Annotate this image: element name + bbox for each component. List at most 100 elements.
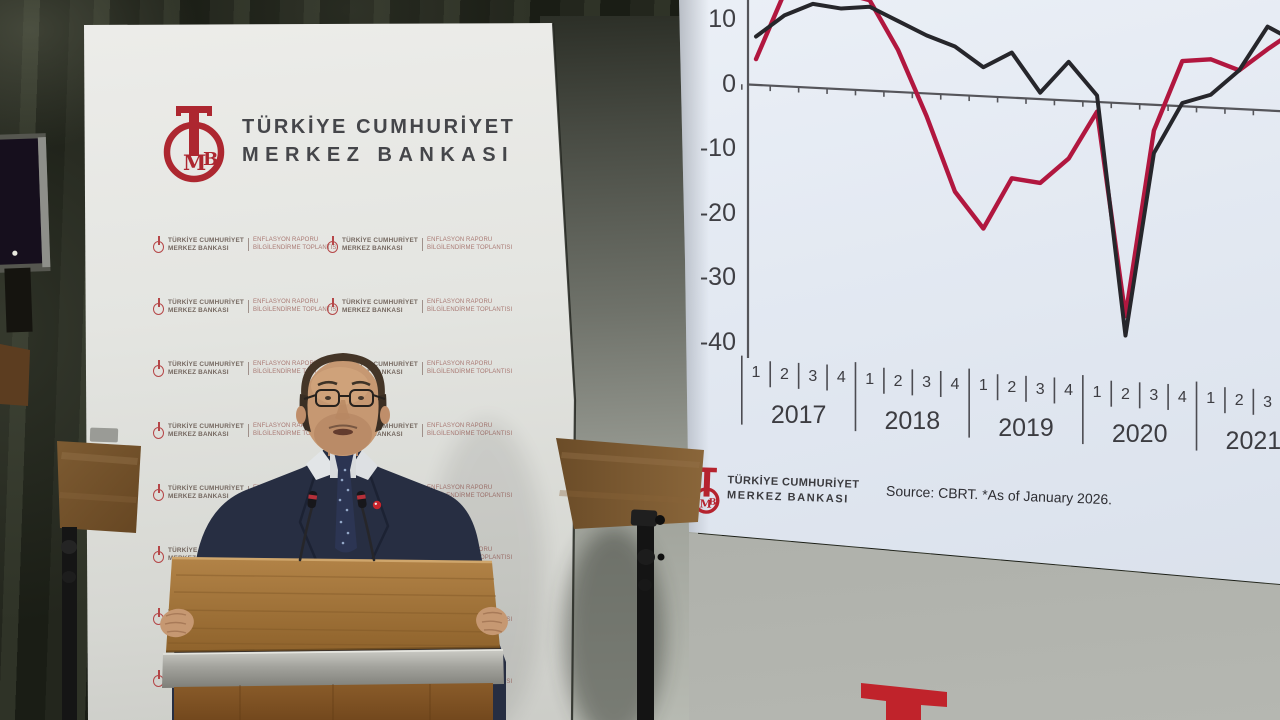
pattern-brand-text: TÜRKİYE CUMHURİYET MERKEZ BANKASI bbox=[342, 485, 419, 500]
x-axis-quarter-label: 4 bbox=[1064, 382, 1074, 400]
x-axis-quarter-label: 3 bbox=[1263, 393, 1273, 411]
x-axis-quarter-label: 3 bbox=[1035, 380, 1045, 398]
pattern-event-text: ENFLASYON RAPORU BİLGİLENDİRME TOPLANTISI bbox=[253, 237, 339, 251]
pattern-brand-text: TÜRKİYE CUMHURİYET MERKEZ BANKASI bbox=[168, 609, 245, 624]
x-axis-year-label: 2020 bbox=[1111, 420, 1168, 449]
pattern-event-text: ENFLASYON RAPORU BİLGİLENDİRME TOPLANTISI bbox=[427, 485, 513, 499]
pattern-brand-text: TÜRKİYE CUMHURİYET MERKEZ BANKASI bbox=[342, 671, 419, 686]
tcmb-emblem-icon: M B bbox=[163, 106, 225, 183]
x-axis-quarter-label: 1 bbox=[751, 364, 761, 382]
tcmb-mini-emblem-icon bbox=[153, 670, 165, 687]
red-series-line bbox=[753, 0, 1280, 319]
x-axis-quarter-label: 3 bbox=[808, 367, 818, 385]
tcmb-mini-emblem-icon bbox=[153, 608, 165, 625]
backdrop-pattern-unit: TÜRKİYE CUMHURİYET MERKEZ BANKASI ENFLASYO… bbox=[153, 607, 338, 626]
tcmb-mini-emblem-icon bbox=[153, 546, 165, 563]
x-axis-year-label: 2021 bbox=[1225, 426, 1280, 455]
tcmb-mini-emblem-icon bbox=[327, 484, 339, 501]
x-axis-quarter-label: 2 bbox=[1007, 379, 1017, 397]
pattern-event-text: ENFLASYON RAPORU BİLGİLENDİRME TOPLANTISI bbox=[427, 547, 513, 561]
pattern-brand-text: TÜRKİYE CUMHURİYET MERKEZ BANKASI bbox=[168, 361, 245, 376]
x-axis-quarter-label: 1 bbox=[1206, 390, 1216, 408]
svg-text:M: M bbox=[183, 150, 206, 175]
x-axis-year-label: 2019 bbox=[998, 413, 1054, 442]
tcmb-mini-emblem-icon bbox=[153, 422, 165, 439]
pattern-event-text: ENFLASYON RAPORU BİLGİLENDİRME TOPLANTISI bbox=[427, 671, 513, 685]
y-axis-tick-label: -30 bbox=[699, 263, 736, 291]
pattern-brand-text: TÜRKİYE CUMHURİYET MERKEZ BANKASI bbox=[342, 361, 419, 376]
backdrop-pattern-unit: TÜRKİYE CUMHURİYET MERKEZ BANKASI ENFLASYO… bbox=[153, 545, 338, 564]
pattern-brand-text: TÜRKİYE CUMHURİYET MERKEZ BANKASI bbox=[342, 423, 419, 438]
pattern-event-text: ENFLASYON RAPORU BİLGİLENDİRME TOPLANTISI bbox=[253, 361, 339, 375]
black-series-line bbox=[754, 1, 1280, 338]
backdrop-pattern-unit: TÜRKİYE CUMHURİYET MERKEZ BANKASI ENFLASYO… bbox=[153, 483, 338, 502]
tcmb-mini-emblem-icon bbox=[327, 546, 339, 563]
x-axis-quarter-label: 1 bbox=[865, 370, 875, 388]
x-axis-quarter-label: 3 bbox=[1149, 387, 1159, 405]
backdrop-pattern-unit: TÜRKİYE CUMHURİYET MERKEZ BANKASI ENFLASYO… bbox=[327, 545, 512, 564]
tcmb-mini-emblem-icon bbox=[327, 236, 339, 253]
tcmb-mini-emblem-icon bbox=[327, 422, 339, 439]
svg-text:B: B bbox=[203, 149, 218, 170]
pattern-brand-text: TÜRKİYE CUMHURİYET MERKEZ BANKASI bbox=[342, 609, 419, 624]
pattern-brand-text: TÜRKİYE CUMHURİYET MERKEZ BANKASI bbox=[168, 547, 245, 562]
pattern-event-text: ENFLASYON RAPORU BİLGİLENDİRME TOPLANTISI bbox=[427, 361, 513, 375]
pattern-brand-text: TÜRKİYE CUMHURİYET MERKEZ BANKASI bbox=[168, 299, 245, 314]
y-axis-tick-label: 0 bbox=[722, 69, 736, 98]
tcmb-mini-emblem-icon bbox=[327, 360, 339, 377]
backdrop-pattern-unit: TÜRKİYE CUMHURİYET MERKEZ BANKASI ENFLASYO… bbox=[327, 235, 512, 254]
x-axis-year-label: 2018 bbox=[884, 407, 941, 436]
x-axis-quarter-label: 4 bbox=[1177, 388, 1187, 406]
x-axis-quarter-label: 4 bbox=[836, 369, 846, 387]
y-axis-tick-label: -10 bbox=[699, 134, 736, 162]
tcmb-mini-emblem-icon bbox=[327, 298, 339, 315]
svg-text:B: B bbox=[709, 498, 717, 508]
pattern-brand-text: TÜRKİYE CUMHURİYET MERKEZ BANKASI bbox=[168, 671, 245, 686]
slide-tcmb-emblem-icon: M B bbox=[693, 467, 720, 514]
pattern-event-text: ENFLASYON RAPORU BİLGİLENDİRME TOPLANTISI bbox=[253, 423, 339, 437]
y-axis-tick-label: -20 bbox=[699, 198, 736, 227]
backdrop-pattern-unit: TÜRKİYE CUMHURİYET MERKEZ BANKASI ENFLASYO… bbox=[327, 483, 512, 502]
pattern-event-text: ENFLASYON RAPORU BİLGİLENDİRME TOPLANTISI bbox=[427, 609, 513, 623]
backdrop-pattern-unit: TÜRKİYE CUMHURİYET MERKEZ BANKASI ENFLASYO… bbox=[153, 669, 338, 688]
tcmb-mini-emblem-icon bbox=[153, 360, 165, 377]
backdrop-pattern-unit: TÜRKİYE CUMHURİYET MERKEZ BANKASI ENFLASYO… bbox=[327, 297, 512, 316]
pattern-brand-text: TÜRKİYE CUMHURİYET MERKEZ BANKASI bbox=[168, 485, 245, 500]
pattern-event-text: ENFLASYON RAPORU BİLGİLENDİRME TOPLANTISI bbox=[253, 547, 339, 561]
x-axis-quarter-label: 1 bbox=[978, 377, 988, 395]
x-axis-quarter-label: 3 bbox=[922, 374, 931, 392]
x-axis-quarter-label: 2 bbox=[893, 372, 903, 390]
pattern-event-text: ENFLASYON RAPORU BİLGİLENDİRME TOPLANTISI bbox=[427, 237, 513, 251]
pattern-event-text: ENFLASYON RAPORU BİLGİLENDİRME TOPLANTISI bbox=[253, 299, 339, 313]
tcmb-mini-emblem-icon bbox=[153, 236, 165, 253]
x-axis-year-label: 2017 bbox=[770, 400, 827, 429]
backdrop-pattern-unit: TÜRKİYE CUMHURİYET MERKEZ BANKASI ENFLASYO… bbox=[327, 607, 512, 626]
pattern-brand-text: TÜRKİYE CUMHURİYET MERKEZ BANKASI bbox=[168, 423, 245, 438]
y-axis-tick-label: 10 bbox=[708, 5, 736, 33]
backdrop-pattern-unit: TÜRKİYE CUMHURİYET MERKEZ BANKASI ENFLASYO… bbox=[327, 421, 512, 440]
pattern-brand-text: TÜRKİYE CUMHURİYET MERKEZ BANKASI bbox=[342, 299, 419, 314]
x-axis-quarter-label: 2 bbox=[1121, 385, 1130, 403]
tcmb-mini-emblem-icon bbox=[153, 298, 165, 315]
slide-footer-logo-line2: MERKEZ BANKASI bbox=[726, 489, 850, 506]
tcmb-mini-emblem-icon bbox=[153, 484, 165, 501]
pattern-event-text: ENFLASYON RAPORU BİLGİLENDİRME TOPLANTISI bbox=[253, 485, 339, 499]
pattern-event-text: ENFLASYON RAPORU BİLGİLENDİRME TOPLANTISI bbox=[427, 299, 513, 313]
slide-footer-logo-line1: TÜRKİYE CUMHURİYET bbox=[727, 474, 860, 491]
backdrop-pattern-unit: TÜRKİYE CUMHURİYET MERKEZ BANKASI ENFLASYO… bbox=[327, 669, 512, 688]
pattern-brand-text: TÜRKİYE CUMHURİYET MERKEZ BANKASI bbox=[342, 547, 419, 562]
tcmb-mini-emblem-icon bbox=[327, 608, 339, 625]
backdrop-pattern-unit: TÜRKİYE CUMHURİYET MERKEZ BANKASI ENFLASYO… bbox=[327, 359, 512, 378]
backdrop-logo-line1: TÜRKİYE CUMHURİYET bbox=[242, 116, 516, 138]
pattern-brand-text: TÜRKİYE CUMHURİYET MERKEZ BANKASI bbox=[342, 237, 419, 252]
backdrop-pattern-unit: TÜRKİYE CUMHURİYET MERKEZ BANKASI ENFLASYO… bbox=[153, 421, 338, 440]
slide-footer-logo-text: TÜRKİYE CUMHURİYET MERKEZ BANKASI bbox=[727, 474, 860, 506]
backdrop-logo-line2: MERKEZ BANKASI bbox=[242, 144, 515, 166]
x-axis-quarter-label: 2 bbox=[779, 366, 789, 384]
tcmb-mini-emblem-icon bbox=[327, 670, 339, 687]
backdrop-pattern-unit: TÜRKİYE CUMHURİYET MERKEZ BANKASI ENFLASYO… bbox=[153, 235, 338, 254]
tcmb-main-logo: M B TÜRKİYE CUMHURİYET MERKEZ BANKASI bbox=[156, 100, 536, 190]
